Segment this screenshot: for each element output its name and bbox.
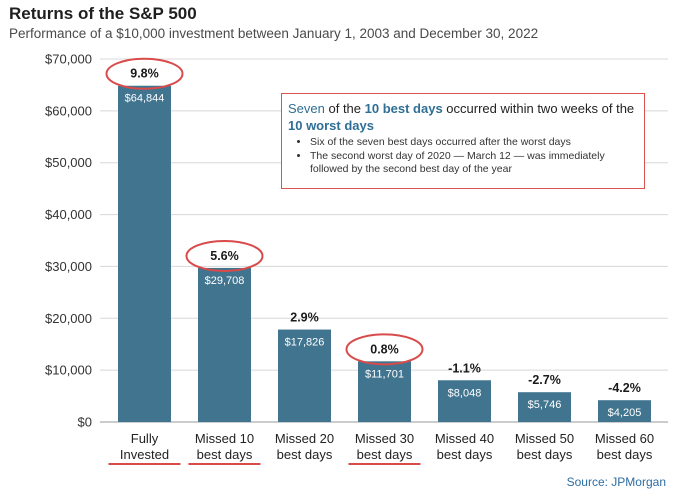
bar-percent-label: 2.9% [290, 311, 319, 325]
y-axis-ticks: $0 $10,000 $20,000 $30,000 $40,000 $50,000 $60… [45, 52, 92, 430]
category-label: Missed 60 [595, 431, 654, 446]
y-tick-label: $50,000 [45, 155, 92, 170]
bar-value-label: $5,746 [528, 399, 562, 411]
chart-subtitle: Performance of a $10,000 investment betw… [9, 26, 539, 41]
annotation-bullet: Six of the seven best days occurred afte… [310, 136, 638, 150]
category-label: best days [357, 447, 413, 462]
bar-percent-label: -4.2% [608, 381, 641, 395]
annotation-bullet: The second worst day of 2020 — March 12 … [310, 150, 638, 177]
bar [518, 392, 571, 422]
bar [278, 329, 331, 422]
y-tick-label: $40,000 [45, 207, 92, 222]
bar-value-label: $4,205 [608, 407, 642, 419]
bar-percent-label: 9.8% [130, 67, 159, 81]
y-tick-label: $10,000 [45, 363, 92, 378]
annotation-text-part: of the [324, 101, 365, 116]
y-tick-label: $30,000 [45, 259, 92, 274]
category-label: best days [517, 447, 573, 462]
bar-percent-label: -2.7% [528, 373, 561, 387]
category-label: Invested [120, 447, 169, 462]
bar [198, 267, 251, 422]
category-label: Missed 30 [355, 431, 414, 446]
annotation-text-part: occurred within two weeks of the [442, 101, 635, 116]
bar [118, 85, 171, 422]
bar [598, 400, 651, 422]
category-label: Missed 20 [275, 431, 334, 446]
bar-percent-label: 5.6% [210, 249, 239, 263]
y-tick-label: $20,000 [45, 311, 92, 326]
annotation-text-part: Seven [288, 101, 325, 116]
bar-value-label: $11,701 [365, 368, 404, 380]
annotation-box: Seven of the 10 best days occurred withi… [281, 93, 645, 189]
category-label: Missed 40 [435, 431, 494, 446]
category-label: best days [597, 447, 653, 462]
y-tick-label: $60,000 [45, 103, 92, 118]
category-label: best days [197, 447, 253, 462]
bar-value-label: $17,826 [285, 337, 325, 349]
bar [438, 380, 491, 422]
source-label: Source: JPMorgan [566, 475, 666, 489]
highlight-circle [345, 333, 424, 366]
bar-percent-label: -1.1% [448, 361, 481, 375]
bar-value-label: $29,708 [205, 275, 245, 287]
annotation-text-part: 10 best days [364, 101, 443, 116]
category-label: Missed 50 [515, 431, 574, 446]
highlight-circle [185, 239, 264, 272]
bar [358, 361, 411, 422]
chart-title: Returns of the S&P 500 [9, 4, 197, 23]
bar-value-label: $64,844 [125, 93, 165, 105]
annotation-headline: Seven of the 10 best days occurred withi… [288, 100, 638, 134]
category-label: best days [277, 447, 333, 462]
bar-percent-label: 0.8% [370, 342, 399, 356]
y-tick-label: $0 [78, 415, 92, 430]
annotation-bullets: Six of the seven best days occurred afte… [288, 136, 638, 177]
annotation-text-part: 10 worst days [288, 118, 374, 133]
category-label: Missed 10 [195, 431, 254, 446]
bar-value-label: $8,048 [448, 387, 482, 399]
y-tick-label: $70,000 [45, 52, 92, 67]
category-label: Fully [131, 431, 159, 446]
highlight-circle [105, 57, 184, 90]
category-label: best days [437, 447, 493, 462]
bars: $64,844 9.8% $29,708 5.6% $17,826 2.9% $11,701… [105, 57, 651, 422]
